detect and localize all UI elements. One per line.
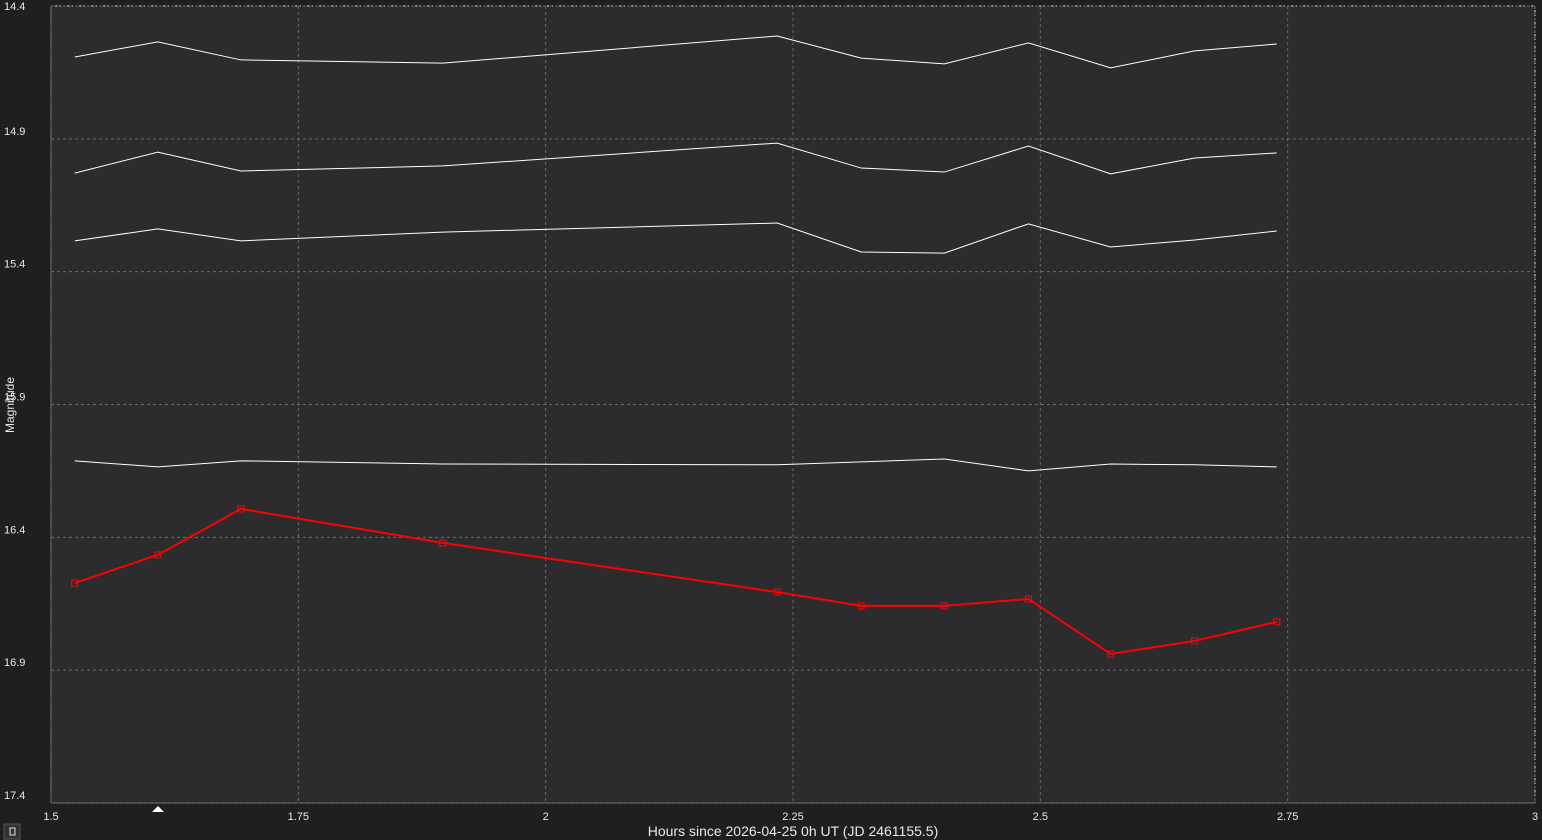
series-line <box>74 507 1278 656</box>
data-point <box>71 579 79 587</box>
cursor-marker <box>152 806 164 812</box>
y-tick-label: 16.9 <box>4 657 25 669</box>
y-axis-label: Magnitude <box>3 377 17 433</box>
data-point <box>1273 618 1281 626</box>
data-point <box>439 539 447 547</box>
y-tick-label: 16.4 <box>4 524 25 536</box>
data-point <box>773 588 781 596</box>
corner-icon <box>9 827 16 836</box>
y-tick-label: 14.4 <box>4 1 25 13</box>
x-tick-label: 2.5 <box>1033 811 1048 823</box>
data-point <box>1107 650 1115 658</box>
data-point <box>1191 637 1199 645</box>
data-point <box>857 602 865 610</box>
y-tick-label: 15.9 <box>4 392 25 404</box>
series-line <box>74 142 1277 175</box>
data-point <box>154 551 162 559</box>
y-tick-label: 15.4 <box>4 259 25 271</box>
series-line <box>74 458 1277 472</box>
x-tick-label: 1.75 <box>288 811 309 823</box>
x-axis-label: Hours since 2026-04-25 0h UT (JD 2461155… <box>648 823 939 839</box>
x-tick-label: 2 <box>543 811 549 823</box>
x-tick-label: 3 <box>1532 811 1538 823</box>
series-line <box>74 35 1277 69</box>
series-line <box>74 222 1277 254</box>
y-tick-label: 17.4 <box>4 790 25 802</box>
x-tick-label: 2.75 <box>1277 811 1298 823</box>
data-point <box>237 505 245 513</box>
x-tick-label: 2.25 <box>782 811 803 823</box>
x-tick-label: 1.5 <box>43 811 58 823</box>
data-point <box>1024 595 1032 603</box>
y-tick-label: 14.9 <box>4 126 25 138</box>
data-point <box>940 602 948 610</box>
corner-button[interactable] <box>3 823 21 840</box>
